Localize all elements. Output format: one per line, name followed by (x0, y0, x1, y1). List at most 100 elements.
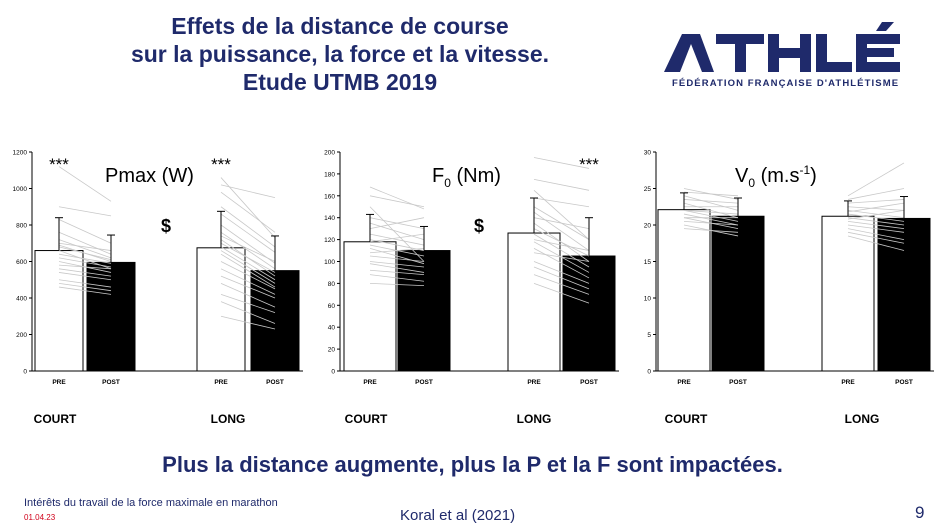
significance-stars: *** (49, 155, 69, 174)
individual-line (533, 252, 590, 262)
group-label: LONG (211, 412, 246, 426)
y-tick-label: 5 (647, 332, 651, 339)
y-tick-label: 80 (328, 281, 336, 288)
individual-line (58, 206, 112, 217)
individual-line (369, 263, 425, 273)
y-tick-label: 10 (644, 296, 652, 303)
y-tick-label: 200 (16, 332, 27, 339)
bar-pre (343, 241, 397, 372)
bar-label: POST (266, 379, 284, 386)
y-tick-label: 600 (16, 259, 27, 266)
bar-label: POST (415, 379, 433, 386)
individual-line (58, 283, 112, 292)
bar-label: PRE (214, 379, 228, 386)
individual-line (220, 177, 276, 239)
individual-line (58, 264, 112, 270)
bar-label: PRE (677, 379, 691, 386)
individual-line (847, 228, 905, 240)
y-tick-label: 800 (16, 223, 27, 230)
y-tick-label: 0 (331, 369, 335, 376)
individual-line (369, 206, 425, 262)
individual-line (683, 228, 739, 233)
chart-title-superscript: -1 (799, 163, 810, 177)
y-tick-label: 140 (324, 215, 335, 222)
individual-line (533, 266, 590, 290)
title-line-3: Etude UTMB 2019 (242, 69, 438, 95)
individual-line (220, 250, 276, 284)
bar-label: PRE (52, 379, 66, 386)
title-line-1: Effets de la distance de course (171, 13, 509, 39)
individual-line (533, 248, 590, 279)
bar-pre (657, 209, 711, 372)
group-label: COURT (345, 412, 388, 426)
individual-line (369, 186, 425, 210)
individual-line (533, 274, 590, 295)
athle-wordmark-icon (664, 22, 900, 72)
individual-line (220, 293, 276, 313)
individual-line (369, 247, 425, 265)
individual-line (220, 268, 276, 295)
bar-post (250, 270, 300, 372)
individual-line (220, 184, 276, 199)
reference-citation: Koral et al (2021) (400, 507, 516, 524)
individual-line (220, 242, 276, 273)
chart-2: 0 20 40 60 80 100 120 140 160 180 200 PRE POST PRE POS… (324, 150, 619, 426)
individual-line (220, 315, 276, 330)
individual-line (58, 242, 112, 251)
y-tick-label: 0 (647, 369, 651, 376)
individual-line (220, 301, 276, 324)
chart-title-unit: (Nm) (451, 165, 501, 187)
individual-line (533, 261, 590, 284)
y-tick-label: 100 (324, 259, 335, 266)
bar-pre (34, 250, 84, 372)
individual-line (220, 283, 276, 308)
individual-line (369, 195, 425, 208)
individual-line (220, 213, 276, 253)
group-label: LONG (517, 412, 552, 426)
individual-line (847, 235, 905, 251)
y-tick-label: 20 (644, 223, 652, 230)
bar-label: PRE (527, 379, 541, 386)
individual-line (683, 202, 739, 219)
chart-title: Pmax (W) (105, 165, 194, 187)
athle-logo: FÉDÉRATION FRANÇAISE D'ATHLÉTISME (660, 20, 910, 100)
bar-pre (507, 232, 561, 372)
page-number: 9 (915, 503, 925, 522)
slide-title: Effets de la distance de course sur la p… (40, 12, 640, 96)
individual-line (220, 191, 276, 233)
individual-line (369, 255, 425, 262)
bar-post (397, 250, 451, 372)
individual-line (847, 220, 905, 230)
individual-line (369, 222, 425, 240)
bar-pre (196, 247, 246, 372)
individual-line (220, 261, 276, 290)
chart-1: 0 200 400 600 800 1000 1200 PRE POST PRE POST COURT… (13, 150, 303, 426)
bar-post (86, 261, 136, 372)
individual-line (220, 235, 276, 262)
individual-line (369, 233, 425, 246)
bar-label: POST (729, 379, 747, 386)
individual-line (847, 224, 905, 233)
bar-label: POST (580, 379, 598, 386)
individual-line (847, 217, 905, 226)
group-label: LONG (845, 412, 880, 426)
y-tick-label: 40 (328, 325, 336, 332)
significance-dollar: $ (161, 216, 171, 236)
individual-line (58, 246, 112, 261)
bar-pre (821, 215, 875, 372)
chart-title: V0 (m.s-1) (735, 163, 817, 190)
individual-line (533, 239, 590, 251)
y-tick-label: 15 (644, 259, 652, 266)
individual-line (220, 275, 276, 299)
y-tick-label: 160 (324, 193, 335, 200)
logo-subtitle: FÉDÉRATION FRANÇAISE D'ATHLÉTISME (672, 78, 900, 89)
y-tick-label: 120 (324, 237, 335, 244)
individual-line (533, 157, 590, 169)
individual-line (847, 213, 905, 222)
individual-line (533, 217, 590, 230)
footer-date: 01.04.23 (24, 513, 56, 522)
individual-line (58, 219, 112, 244)
individual-line (533, 211, 590, 251)
y-tick-label: 1200 (13, 150, 28, 157)
